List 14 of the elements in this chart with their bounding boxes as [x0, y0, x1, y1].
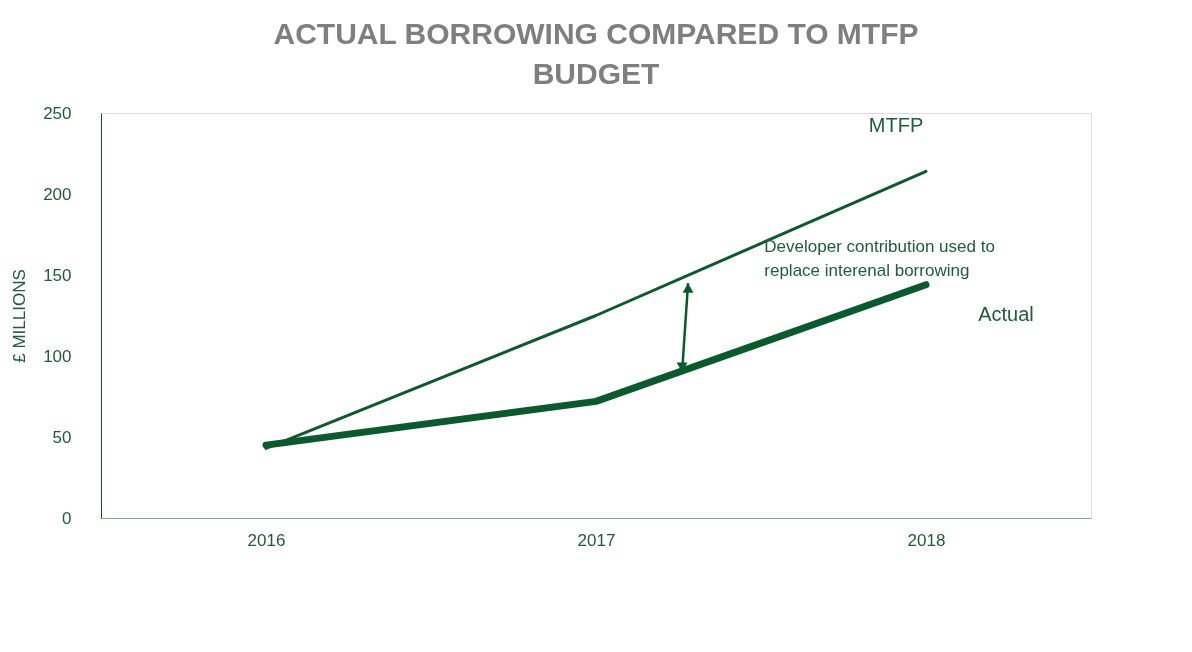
y-tick-label: 150 [43, 265, 72, 285]
y-tick-label: 0 [62, 508, 72, 528]
annotation: Developer contribution used to replace interenal borrowing [764, 236, 995, 280]
y-axis-title: £ MILLIONS [10, 269, 30, 363]
y-tick-label: 100 [43, 346, 72, 366]
x-tick-label: 2017 [577, 530, 616, 550]
y-tick-label: 250 [43, 103, 72, 123]
y-tick-label: 200 [43, 184, 72, 204]
chart-title: ACTUAL BORROWING COMPARED TO MTFP BUDGET [273, 17, 919, 90]
series-label: MTFP [868, 114, 924, 137]
x-tick-label: 2018 [907, 530, 946, 550]
y-tick-label: 50 [52, 427, 72, 447]
x-tick-label: 2016 [247, 530, 286, 550]
text: Actual [978, 302, 1034, 325]
